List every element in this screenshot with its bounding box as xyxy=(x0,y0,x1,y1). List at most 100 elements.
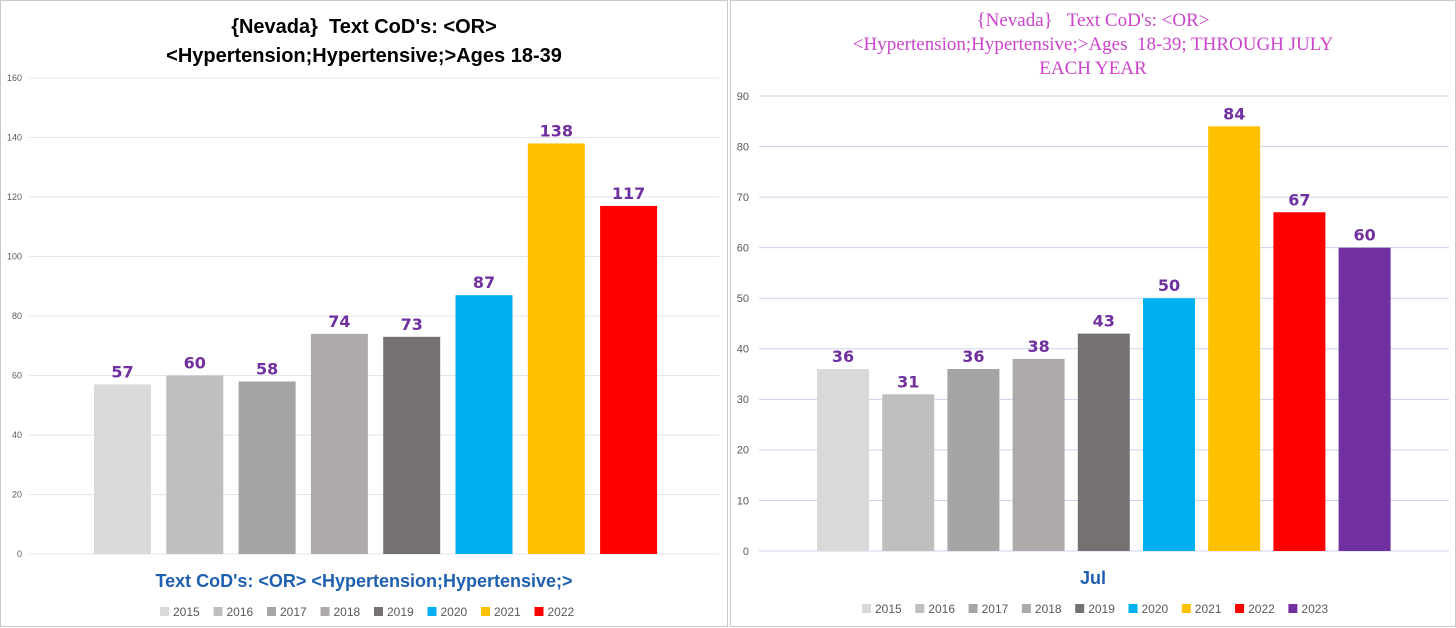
legend-swatch-2017 xyxy=(968,604,978,613)
data-label-2016: 60 xyxy=(184,354,206,373)
data-label-2021: 138 xyxy=(540,121,573,140)
bar-2021 xyxy=(527,143,585,554)
legend-label-2018: 2018 xyxy=(1035,602,1062,616)
legend-label-2021: 2021 xyxy=(1195,602,1222,616)
legend-label-2020: 2020 xyxy=(1142,602,1169,616)
legend-swatch-2020 xyxy=(427,607,437,616)
y-tick-label: 90 xyxy=(737,91,749,103)
data-label-2017: 58 xyxy=(256,359,278,378)
legend-label-2022: 2022 xyxy=(1248,602,1275,616)
legend-swatch-2020 xyxy=(1128,604,1138,613)
y-tick-label: 140 xyxy=(7,133,22,143)
legend-label-2019: 2019 xyxy=(387,605,414,619)
legend-swatch-2018 xyxy=(320,607,330,616)
x-axis-label: Jul xyxy=(1079,568,1106,588)
chart-panel-right: {Nevada} Text CoD's: <OR> <Hypertension;… xyxy=(730,0,1456,627)
bar-2017 xyxy=(238,381,296,554)
legend-swatch-2017 xyxy=(267,607,276,616)
bar-2020 xyxy=(455,295,513,554)
bar-2022 xyxy=(1273,212,1326,551)
data-label-2016: 31 xyxy=(897,372,919,391)
data-label-2022: 117 xyxy=(612,184,645,203)
bar-2019 xyxy=(383,336,441,554)
bar-2022 xyxy=(600,205,658,555)
legend-swatch-2021 xyxy=(481,607,490,616)
chart-panel-left: {Nevada} Text CoD's: <OR> <Hypertension;… xyxy=(0,0,728,627)
bar-2016 xyxy=(166,375,224,554)
legend-swatch-2016 xyxy=(213,607,223,616)
legend-swatch-2019 xyxy=(374,607,383,616)
y-tick-label: 30 xyxy=(737,394,749,406)
y-tick-label: 0 xyxy=(17,549,22,559)
bar-2023 xyxy=(1338,247,1391,551)
legend-label-2016: 2016 xyxy=(928,602,955,616)
y-tick-label: 40 xyxy=(12,430,22,440)
legend-swatch-2021 xyxy=(1181,604,1191,613)
bar-2019 xyxy=(1077,333,1130,551)
legend-swatch-2016 xyxy=(915,604,925,613)
data-label-2021: 84 xyxy=(1223,104,1245,123)
y-tick-label: 80 xyxy=(12,311,22,321)
legend-label-2018: 2018 xyxy=(334,605,361,619)
bar-2015 xyxy=(817,369,869,551)
y-tick-label: 120 xyxy=(7,192,22,202)
y-tick-label: 0 xyxy=(743,546,749,558)
bar-2018 xyxy=(310,333,368,554)
y-tick-label: 60 xyxy=(737,243,749,255)
data-label-2017: 36 xyxy=(962,347,984,366)
legend-label-2022: 2022 xyxy=(548,605,575,619)
legend-label-2016: 2016 xyxy=(227,605,254,619)
legend-label-2019: 2019 xyxy=(1088,602,1115,616)
y-tick-label: 20 xyxy=(12,490,22,500)
y-tick-label: 40 xyxy=(737,344,749,356)
bar-chart-svg: 0 10 20 30 40 50 60 70 80 90 36 31 36 38 43 50 84 67 60 201… xyxy=(737,91,1449,616)
bar-2021 xyxy=(1208,126,1261,551)
bar-2015 xyxy=(94,384,151,554)
chart-title-line-1: {Nevada} Text CoD's: <OR> xyxy=(231,16,497,38)
legend-swatch-2022 xyxy=(1235,604,1245,613)
bar-2020 xyxy=(1143,298,1195,551)
x-axis-label: Text CoD's: <OR> <Hypertension;Hypertens… xyxy=(155,571,573,591)
data-label-2019: 43 xyxy=(1093,312,1115,331)
legend-swatch-2022 xyxy=(534,607,544,616)
data-label-2015: 36 xyxy=(832,347,854,366)
chart-title-line-2: <Hypertension;Hypertensive;>Ages 18-39 xyxy=(166,45,562,67)
bar-2018 xyxy=(1012,358,1065,551)
y-tick-label: 70 xyxy=(737,192,749,204)
y-tick-label: 80 xyxy=(737,141,749,153)
bar-chart-svg: 0 20 40 60 80 100 120 140 160 57 60 58 74 73 87 138 117 2… xyxy=(7,73,719,619)
data-label-2015: 57 xyxy=(111,362,133,381)
y-tick-label: 20 xyxy=(737,445,749,457)
y-tick-label: 160 xyxy=(7,73,22,83)
data-label-2018: 38 xyxy=(1027,337,1049,356)
chart-title: {Nevada} Text CoD's: <OR> <Hypertension;… xyxy=(1,13,727,71)
legend-swatch-2019 xyxy=(1075,604,1085,613)
legend-label-2023: 2023 xyxy=(1301,602,1328,616)
data-label-2020: 50 xyxy=(1158,276,1180,295)
data-label-2022: 67 xyxy=(1288,190,1310,209)
chart-title-line-3: EACH YEAR xyxy=(1039,58,1147,79)
y-tick-label: 100 xyxy=(7,252,22,262)
legend-swatch-2015 xyxy=(160,607,169,616)
legend-label-2021: 2021 xyxy=(494,605,521,619)
y-tick-label: 60 xyxy=(12,371,22,381)
chart-title-line-1: {Nevada} Text CoD's: <OR> xyxy=(976,10,1210,31)
y-tick-label: 10 xyxy=(737,495,749,507)
chart-title: {Nevada} Text CoD's: <OR> <Hypertension;… xyxy=(731,9,1455,81)
bar-2017 xyxy=(947,369,1000,551)
data-label-2018: 74 xyxy=(328,312,350,331)
legend-label-2017: 2017 xyxy=(982,602,1009,616)
legend-label-2015: 2015 xyxy=(875,602,902,616)
data-label-2019: 73 xyxy=(401,315,423,334)
legend-label-2017: 2017 xyxy=(280,605,307,619)
legend-swatch-2015 xyxy=(862,604,871,613)
legend-swatch-2018 xyxy=(1021,604,1031,613)
legend-label-2015: 2015 xyxy=(173,605,200,619)
legend-swatch-2023 xyxy=(1288,604,1298,613)
y-tick-label: 50 xyxy=(737,293,749,305)
chart-title-line-2: <Hypertension;Hypertensive;>Ages 18-39; … xyxy=(852,34,1334,55)
data-label-2020: 87 xyxy=(473,273,495,292)
bar-2016 xyxy=(882,394,935,551)
legend-label-2020: 2020 xyxy=(441,605,468,619)
data-label-2023: 60 xyxy=(1353,226,1375,245)
